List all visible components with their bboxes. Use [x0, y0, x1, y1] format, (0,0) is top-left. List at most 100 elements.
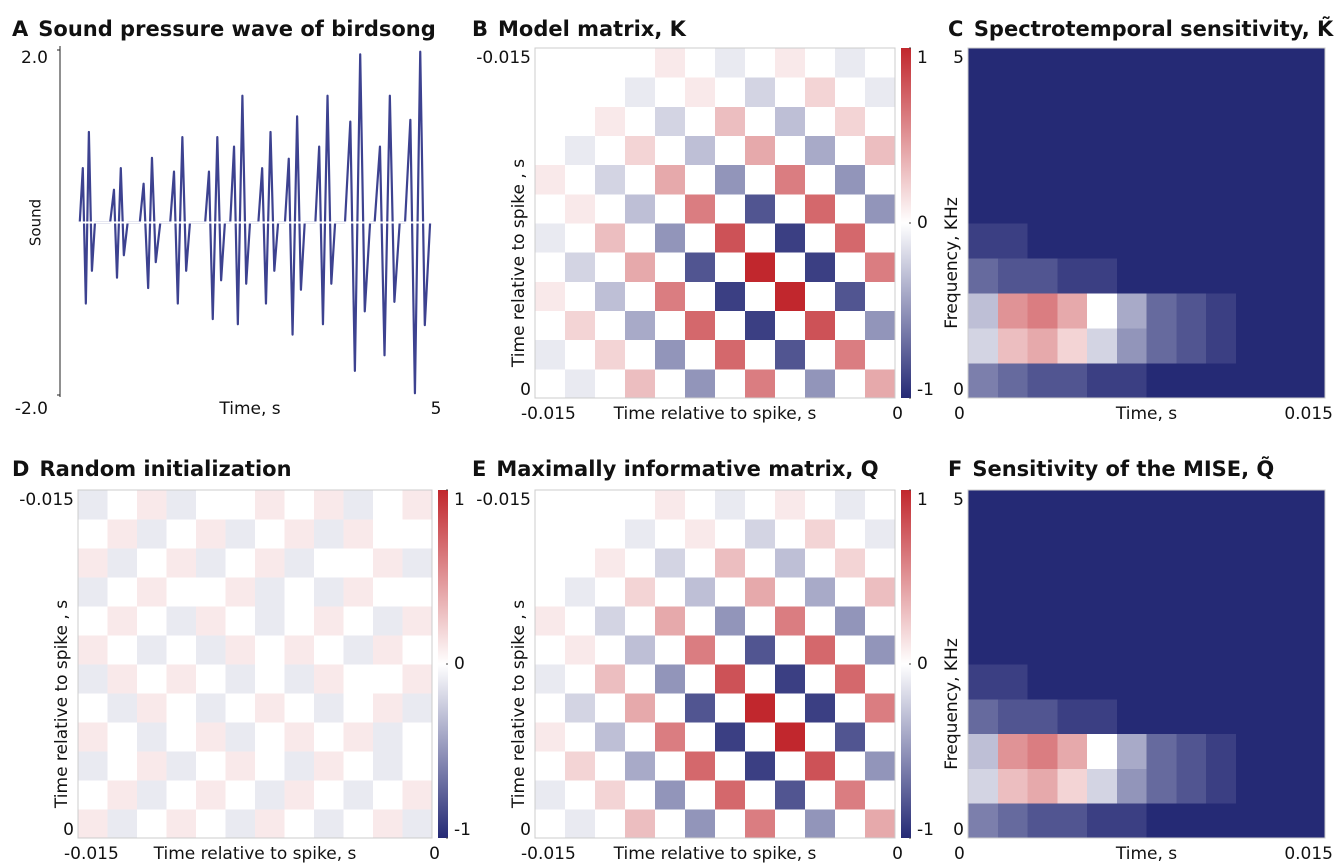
heatmap-cell	[745, 281, 776, 311]
y-tick-label: -0.015	[476, 48, 531, 68]
heatmap-cell	[402, 664, 433, 694]
heatmap-cell	[805, 106, 836, 136]
heatmap-cell	[745, 252, 776, 282]
heatmap-cell	[805, 77, 836, 107]
panel-title: A Sound pressure wave of birdsong	[12, 17, 436, 41]
heatmap-cell	[1265, 293, 1296, 329]
heatmap-cell	[655, 164, 686, 195]
heatmap-cell	[625, 577, 656, 607]
heatmap-cell	[655, 339, 686, 370]
heatmap-cell	[745, 780, 776, 810]
y-axis-label: Time relative to spike , s	[52, 600, 72, 809]
heatmap-cell	[1176, 490, 1207, 526]
heatmap-cell	[655, 780, 686, 810]
plot-frame	[77, 489, 433, 839]
plot-frame	[967, 489, 1326, 839]
heatmap-cell	[1027, 48, 1058, 84]
colorbar	[438, 490, 448, 838]
heatmap-cell	[805, 135, 836, 166]
heatmap-cell	[1027, 490, 1058, 526]
heatmap-cell	[775, 77, 806, 107]
heatmap-cell	[1206, 490, 1237, 526]
heatmap-cell	[1057, 768, 1088, 804]
heatmap-cell	[565, 606, 596, 636]
heatmap-cell	[1116, 768, 1147, 804]
heatmap-cell	[685, 722, 716, 752]
heatmap-cell	[1206, 118, 1237, 154]
panel-title: F Sensitivity of the MISE, Q̃	[948, 456, 1274, 481]
heatmap-cell	[78, 809, 108, 839]
heatmap-cell	[225, 809, 256, 839]
y-axis-label: Sound	[27, 199, 45, 246]
heatmap-cell	[865, 606, 896, 636]
heatmap-cell	[775, 310, 806, 341]
heatmap-cell	[595, 809, 626, 839]
heatmap-cell	[1087, 258, 1118, 294]
heatmap-cell	[1146, 363, 1177, 399]
heatmap-cell	[865, 809, 896, 839]
heatmap-cell	[1027, 328, 1058, 364]
heatmap-cell	[225, 693, 256, 723]
heatmap-cell	[373, 606, 403, 636]
heatmap-cell	[1146, 803, 1177, 839]
heatmap-cell	[625, 164, 656, 195]
panel-letter: A	[12, 17, 29, 41]
heatmap-cell	[865, 577, 896, 607]
heatmap-cell	[1176, 594, 1207, 630]
heatmap-cell	[1265, 363, 1296, 399]
x-tick-label: 0	[954, 844, 965, 864]
heatmap-cell	[1176, 768, 1207, 804]
heatmap-cell	[835, 780, 866, 810]
heatmap-cell	[745, 164, 776, 195]
heatmap-cell	[997, 223, 1028, 259]
heatmap-cell	[166, 519, 197, 549]
heatmap-cell	[1087, 594, 1118, 630]
y-axis-label: Frequency, KHz	[942, 197, 962, 329]
heatmap-cell	[107, 548, 138, 578]
heatmap-cell	[78, 577, 108, 607]
heatmap-cell	[685, 693, 716, 723]
plot-frame	[534, 47, 896, 399]
heatmap-cell	[865, 693, 896, 723]
x-tick-label: -0.015	[64, 844, 119, 864]
heatmap-cell	[775, 809, 806, 839]
heatmap-cell	[1027, 223, 1058, 259]
heatmap-cell	[1265, 153, 1296, 189]
heatmap-cell	[137, 577, 167, 607]
heatmap-cell	[373, 519, 403, 549]
heatmap-cell	[1116, 328, 1147, 364]
x-tick-label: 0	[429, 844, 440, 864]
heatmap-cell	[1295, 118, 1326, 154]
heatmap-cell	[1235, 768, 1266, 804]
heatmap-cell	[1116, 188, 1147, 224]
heatmap-cell	[655, 664, 686, 694]
heatmap-cell	[1057, 698, 1088, 735]
panel-letter: C	[948, 17, 964, 41]
heatmap-cell	[625, 548, 656, 578]
heatmap-cell	[595, 164, 626, 195]
heatmap-cell	[1057, 48, 1088, 84]
heatmap-cell	[805, 339, 836, 370]
heatmap-cell	[1087, 83, 1118, 119]
heatmap-cell	[1295, 803, 1326, 839]
heatmap-cell	[1176, 733, 1207, 769]
panel: A Sound pressure wave of birdsong 2.0 -2.0 5…	[12, 17, 441, 419]
heatmap-cell	[1057, 490, 1088, 526]
heatmap-cell	[805, 780, 836, 810]
heatmap-cell	[595, 519, 626, 549]
heatmap-cell	[1265, 490, 1296, 526]
heatmap-cell	[565, 693, 596, 723]
heatmap-cell	[107, 606, 138, 636]
heatmap-cell	[1146, 629, 1177, 665]
heatmap-cell	[137, 809, 167, 839]
heatmap-cell	[565, 368, 596, 399]
heatmap-cell	[137, 635, 167, 665]
heatmap-cell	[78, 751, 108, 781]
colorbar	[901, 48, 911, 398]
y-tick-label: -0.015	[19, 490, 74, 510]
heatmap-cell	[865, 490, 896, 520]
heatmap-cell	[715, 490, 746, 520]
heatmap-cell	[595, 751, 626, 781]
